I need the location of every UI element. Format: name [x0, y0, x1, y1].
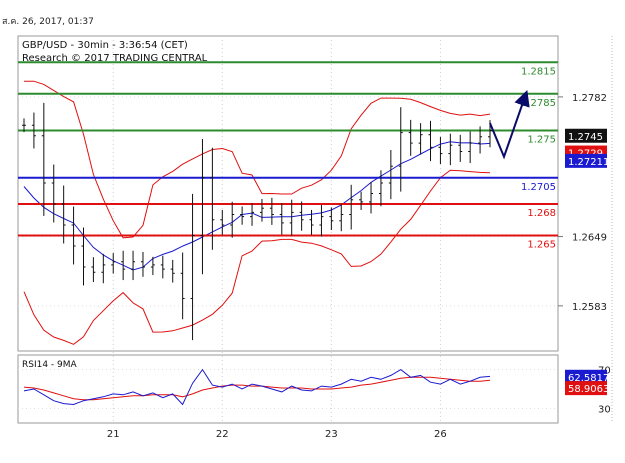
level-label: 1.2815 — [521, 66, 556, 77]
date-bar: ส.ค. 26, 2017, 01:37 — [0, 0, 625, 27]
lower-band-line — [23, 169, 491, 345]
price-chart: 21 22 23 26 1.28151.27851.2751.27051.2681.2… — [17, 35, 613, 440]
current-price-box — [565, 128, 607, 143]
bollinger-bands — [23, 80, 491, 345]
rsi-value-box — [565, 369, 607, 384]
price-tick-label: 1.2782 — [572, 93, 607, 104]
chart-subtitle: Research © 2017 TRADING CENTRAL — [22, 53, 208, 64]
level-label: 1.268 — [527, 208, 556, 219]
rsi-tick-label: 30 — [598, 404, 611, 415]
rsi-plot-frame — [17, 354, 559, 424]
x-tick-label: 23 — [325, 429, 338, 440]
moving-average-line — [23, 141, 491, 271]
projection-arrow — [489, 89, 530, 160]
level-label: 1.265 — [527, 240, 556, 251]
chart-title: GBP/USD - 30min - 3:36:54 (CET) — [22, 40, 188, 51]
rsi-ma-value-box — [565, 381, 607, 396]
level-lines: 1.2815 1.2785 1.275 1.2705 1.268 1.265 — [18, 61, 558, 251]
mid-band-value-box — [565, 153, 607, 168]
rsi-value-text: 62.5817 — [568, 373, 609, 384]
projection-arrow-path — [489, 89, 530, 160]
rsi-title: RSI14 - 9MA — [22, 360, 78, 370]
price-tick-label: 1.2583 — [572, 302, 607, 313]
grid: 21 22 23 26 — [18, 36, 558, 440]
mid-band-value-text: 1.27211 — [568, 157, 609, 168]
upper-band-line — [23, 80, 491, 239]
date-time-label: ส.ค. 26, 2017, 01:37 — [2, 17, 94, 27]
level-label: 1.2705 — [521, 182, 556, 193]
x-tick-label: 22 — [216, 429, 229, 440]
rsi-line — [23, 368, 491, 406]
rsi-ma-value-text: 58.9063 — [568, 384, 609, 395]
price-tick-label: 1.2649 — [572, 233, 607, 244]
candles — [22, 102, 492, 341]
x-tick-label: 26 — [434, 429, 447, 440]
x-tick-label: 21 — [107, 429, 120, 440]
level-label: 1.275 — [527, 135, 556, 146]
level-label: 1.2785 — [521, 98, 556, 109]
current-price-text: 1.2745 — [568, 132, 603, 143]
